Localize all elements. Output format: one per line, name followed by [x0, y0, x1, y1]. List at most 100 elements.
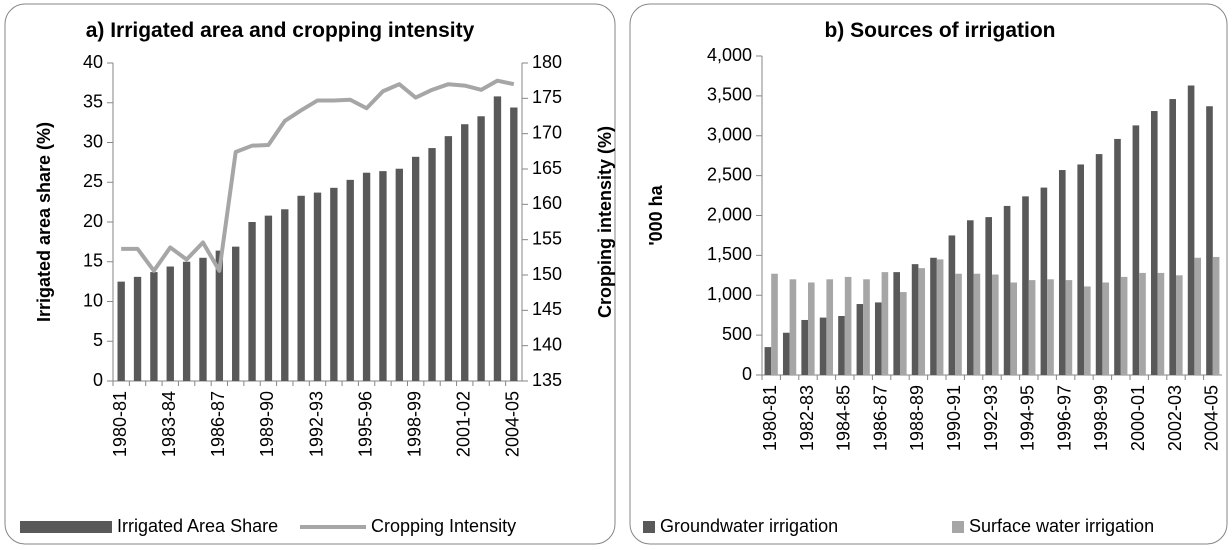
x-tick-label: 1998-99 [404, 391, 424, 457]
x-tick-label: 1984-85 [834, 385, 854, 451]
bar [248, 222, 256, 381]
legend-label: Groundwater irrigation [660, 516, 838, 536]
x-tick-label: 2002-03 [1165, 385, 1185, 451]
y-axis-title: Irrigated area share (%) [34, 122, 54, 322]
bar [955, 273, 962, 375]
bar [362, 172, 371, 381]
bar [1065, 280, 1073, 375]
bar [411, 156, 420, 381]
bar [826, 279, 834, 375]
bar [1077, 164, 1084, 375]
bar [764, 347, 772, 375]
bar [1114, 138, 1121, 375]
x-tick-label: 1988-89 [907, 385, 927, 451]
line [121, 78, 515, 273]
x-tick-label: 2000-01 [1128, 385, 1148, 451]
legend-label: Irrigated Area Share [117, 516, 278, 536]
bar [330, 187, 338, 381]
panel-frame [4, 3, 616, 545]
y-tick-label: 10 [83, 290, 103, 310]
bar [801, 319, 808, 375]
bar [199, 257, 207, 381]
y-tick-label: 2,000 [707, 204, 752, 224]
x-tick-label: 1992-93 [981, 385, 1001, 451]
y2-tick-label: 165 [532, 158, 562, 178]
bar [819, 317, 827, 375]
x-tick-label: 2004-05 [503, 391, 523, 457]
bar [117, 281, 125, 381]
y-tick-label: 1,500 [707, 244, 752, 264]
bar [1157, 272, 1165, 375]
bar [493, 96, 502, 381]
bar [444, 136, 453, 381]
y2-tick-label: 160 [532, 193, 562, 213]
y2-axis-title: Cropping intensity (%) [595, 126, 615, 318]
bar [182, 261, 191, 381]
bar [150, 272, 158, 381]
bar [789, 279, 797, 375]
y2-tick-label: 135 [532, 370, 562, 390]
y-tick-label: 500 [722, 324, 752, 344]
y-tick-label: 0 [93, 370, 103, 390]
x-tick-label: 2004-05 [1202, 385, 1222, 451]
y2-tick-label: 150 [532, 264, 562, 284]
bar [936, 259, 944, 375]
bar [461, 124, 469, 381]
bar [1132, 125, 1140, 375]
y-tick-label: 4,000 [707, 45, 752, 65]
bar [313, 192, 322, 381]
legend-swatch [952, 521, 964, 533]
x-tick-label: 1992-93 [306, 391, 326, 457]
bar [1095, 154, 1103, 375]
bar [477, 116, 485, 381]
bar [918, 268, 926, 375]
panel-frame [629, 3, 1228, 545]
y2-tick-label: 140 [532, 334, 562, 354]
bar [395, 168, 403, 381]
y-tick-label: 1,000 [707, 284, 752, 304]
y2-tick-label: 175 [532, 87, 562, 107]
y-tick-label: 3,500 [707, 85, 752, 105]
bar [771, 273, 778, 375]
bar [911, 264, 919, 375]
bar [166, 266, 174, 381]
legend-label: Surface water irrigation [969, 516, 1154, 536]
bar [1022, 196, 1029, 375]
bar [379, 171, 387, 381]
legend-label: Cropping Intensity [371, 516, 516, 536]
y2-tick-label: 155 [532, 228, 562, 248]
legend-swatch [20, 521, 112, 533]
bar [1047, 279, 1054, 375]
x-tick-label: 1983-84 [159, 391, 179, 457]
bar [838, 315, 845, 375]
y-tick-label: 0 [742, 364, 752, 384]
y2-tick-label: 145 [532, 299, 562, 319]
y2-tick-label: 180 [532, 52, 562, 72]
bar [1084, 286, 1091, 375]
chart-title: b) Sources of irrigation [824, 19, 1056, 42]
bar [1058, 170, 1066, 375]
bar [985, 217, 992, 375]
bar [966, 220, 974, 375]
bar [1176, 275, 1183, 375]
x-tick-label: 1998-99 [1091, 385, 1111, 451]
bar [1194, 257, 1202, 375]
bar [1212, 256, 1220, 375]
y-tick-label: 3,000 [707, 125, 752, 145]
bar [1169, 99, 1176, 375]
bar [1206, 106, 1213, 376]
y2-tick-label: 170 [532, 122, 562, 142]
y-tick-label: 35 [83, 92, 103, 112]
bar [930, 257, 937, 375]
bar [346, 179, 354, 381]
legend-swatch [643, 521, 655, 533]
y-axis-title: '000 ha [646, 184, 666, 245]
bar [1102, 282, 1110, 375]
bar [1150, 111, 1158, 375]
bar [1120, 276, 1128, 375]
bar [1003, 205, 1011, 375]
bar [844, 276, 852, 375]
x-tick-label: 1989-90 [257, 391, 277, 457]
